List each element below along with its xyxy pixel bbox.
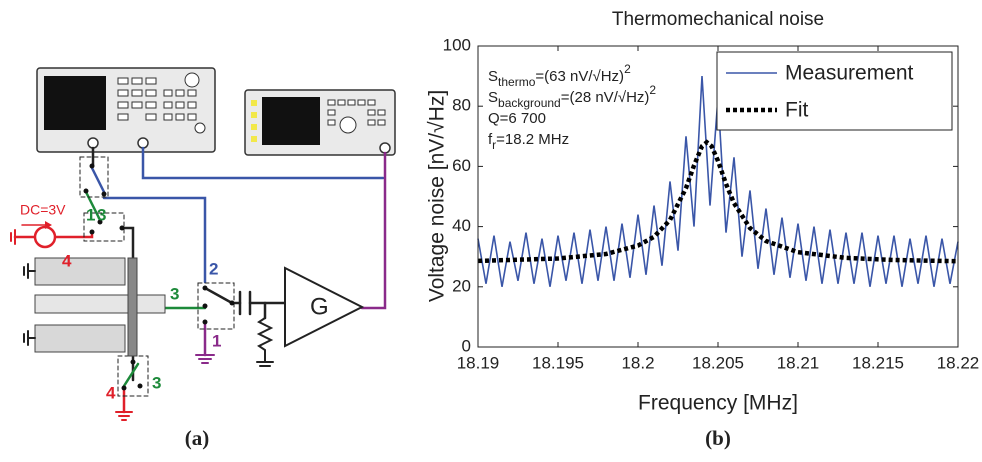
screen (262, 97, 320, 145)
annotation-text: =(63 nV/√Hz) (535, 68, 624, 85)
legend-box (716, 51, 953, 131)
wires (13, 146, 387, 414)
annotation: Sbackground=(28 nV/√Hz)2 (488, 83, 656, 110)
annotation-text: Q=6 700 (488, 110, 546, 127)
chart: Thermomechanical noise Frequency [MHz] V… (426, 9, 980, 415)
screen (44, 76, 106, 130)
x-axis-label: Frequency [MHz] (638, 392, 798, 415)
y-tick-label: 0 (462, 336, 471, 355)
connector (379, 142, 391, 154)
electrode (34, 257, 126, 286)
x-tick-label: 18.22 (937, 353, 980, 372)
y-tick-label: 60 (452, 156, 471, 175)
x-tick-label: 18.21 (777, 353, 820, 372)
annotation-text: f (488, 131, 493, 148)
buttons (117, 72, 206, 134)
annotation-text: S (488, 89, 498, 106)
soft-keys (251, 100, 257, 142)
chart-title: Thermomechanical noise (612, 9, 824, 30)
panel-label: (a) (185, 426, 210, 450)
x-tick-label: 18.19 (457, 353, 500, 372)
y-tick-label: 20 (452, 276, 471, 295)
gate (127, 257, 138, 357)
port-label: 3 (170, 284, 179, 303)
dc-label: DC=3V (20, 202, 66, 218)
circuit-diagram: G DC=3V 1 3 4 2 1 4 3 3 (10, 67, 396, 421)
y-tick-label: 40 (452, 216, 471, 235)
grounds (10, 229, 274, 421)
annotation-subscript: background (498, 96, 561, 110)
annotation-text: S (488, 68, 498, 85)
switch-contacts (83, 163, 235, 391)
y-tick-label: 80 (452, 96, 471, 115)
port-label: 2 (209, 259, 218, 278)
connector (137, 137, 149, 149)
annotation: Q=6 700 (488, 110, 546, 127)
beam (34, 294, 166, 314)
port-label: 4 (106, 383, 116, 402)
annotation-superscript: 2 (624, 62, 631, 76)
switch-boxes (79, 156, 235, 397)
port-label: 4 (62, 251, 72, 270)
connector (87, 137, 99, 149)
y-axis-label: Voltage noise [nV/√Hz] (426, 90, 449, 302)
amplifier (284, 266, 365, 348)
annotation-subscript: r (492, 138, 496, 152)
electrode (34, 324, 126, 353)
annotation: fr=18.2 MHz (488, 131, 569, 152)
y-tick-label: 100 (443, 35, 471, 54)
annotation-subscript: thermo (498, 75, 536, 89)
x-tick-label: 18.205 (692, 353, 744, 372)
amplifier-label: G (310, 293, 329, 320)
dc-source (33, 225, 57, 249)
series-line (477, 139, 959, 264)
port-label: 1 (86, 205, 95, 224)
port-label: 3 (152, 373, 161, 392)
buttons (327, 99, 386, 134)
x-tick-label: 18.215 (852, 353, 904, 372)
annotation: Sthermo=(63 nV/√Hz)2 (488, 62, 631, 89)
x-tick-label: 18.2 (621, 353, 654, 372)
annotation-text: =18.2 MHz (496, 131, 569, 148)
arrowhead (45, 221, 52, 229)
x-tick-label: 18.195 (532, 353, 584, 372)
annotation-superscript: 2 (649, 83, 656, 97)
legend-label: Measurement (785, 62, 914, 85)
panel-label: (b) (705, 426, 731, 450)
port-label: 3 (97, 205, 106, 224)
annotation-text: =(28 nV/√Hz) (561, 89, 650, 106)
port-label: 1 (212, 331, 221, 350)
legend-label: Fit (785, 99, 808, 122)
